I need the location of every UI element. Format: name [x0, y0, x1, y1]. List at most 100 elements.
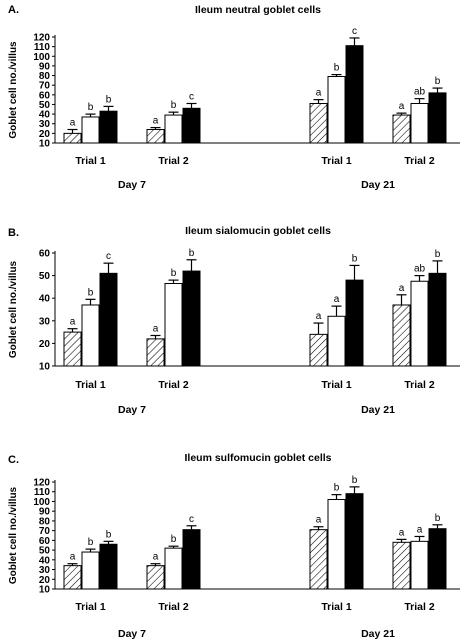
day-label: Day 21 — [361, 628, 395, 640]
significance-letter: a — [70, 317, 76, 328]
significance-letter: a — [399, 283, 405, 294]
significance-letter: c — [189, 514, 194, 525]
bar-treatment-2 — [428, 272, 447, 367]
y-tick-label: 50 — [39, 271, 51, 282]
y-tick-label: 10 — [39, 585, 51, 596]
bar-control — [63, 132, 82, 144]
y-tick-label: 110 — [34, 42, 51, 53]
bar-treatment-1 — [81, 304, 100, 367]
y-tick-label: 10 — [39, 362, 51, 373]
trial-label: Trial 2 — [404, 155, 435, 167]
significance-letter: ab — [414, 87, 426, 98]
significance-letter: b — [171, 268, 177, 279]
bar-treatment-1 — [164, 283, 183, 367]
significance-letter: b — [171, 534, 177, 545]
bar-treatment-2 — [428, 528, 447, 590]
chart-title: Ileum sialomucin goblet cells — [185, 225, 331, 237]
trial-label: Trial 2 — [158, 379, 189, 391]
y-tick-label: 120 — [33, 478, 50, 489]
y-tick-label: 40 — [39, 110, 51, 121]
bar-control — [309, 529, 328, 590]
y-tick-label: 110 — [34, 487, 51, 498]
significance-letter: a — [334, 294, 340, 305]
significance-letter: a — [153, 116, 159, 127]
trial-label: Trial 1 — [321, 379, 352, 391]
bar-treatment-2 — [345, 493, 364, 590]
bar-treatment-1 — [410, 540, 429, 590]
bar-treatment-1 — [410, 102, 429, 144]
significance-letter: b — [171, 100, 177, 111]
trial-label: Trial 1 — [321, 155, 352, 167]
bar-control — [309, 102, 328, 144]
significance-letter: c — [106, 251, 111, 262]
bar-treatment-2 — [99, 272, 118, 367]
y-tick-label: 30 — [39, 565, 51, 576]
panel-letter: A. — [8, 4, 19, 16]
y-tick-label: 90 — [39, 507, 51, 518]
bar-treatment-2 — [99, 110, 118, 144]
trial-label: Trial 1 — [75, 601, 106, 613]
bar-treatment-2 — [428, 92, 447, 144]
panel-letter: B. — [8, 227, 19, 239]
y-tick-label: 30 — [39, 119, 51, 130]
y-tick-label: 20 — [39, 575, 51, 586]
y-tick-label: 40 — [39, 555, 51, 566]
trial-label: Trial 1 — [321, 601, 352, 613]
y-tick-label: 50 — [39, 100, 51, 111]
panel-3: C. Ileum sulfomucin goblet cells Goblet ce… — [8, 452, 460, 640]
significance-letter: b — [352, 475, 358, 486]
bar-treatment-1 — [164, 114, 183, 144]
y-axis-label: Goblet cell no./villus — [8, 260, 19, 358]
bar-treatment-2 — [182, 529, 201, 590]
y-tick-label: 30 — [39, 316, 51, 327]
bar-treatment-2 — [182, 107, 201, 144]
bar-treatment-1 — [410, 280, 429, 367]
y-tick-label: 60 — [39, 536, 51, 547]
day-label: Day 21 — [361, 179, 395, 191]
y-tick-label: 100 — [33, 52, 50, 63]
bar-treatment-2 — [182, 270, 201, 367]
bar-control — [309, 333, 328, 367]
day-label: Day 7 — [118, 404, 146, 416]
significance-letter: a — [70, 552, 76, 563]
trial-label: Trial 2 — [158, 155, 189, 167]
significance-letter: a — [417, 524, 423, 535]
bar-treatment-1 — [81, 116, 100, 144]
bar-treatment-1 — [81, 551, 100, 590]
y-tick-label: 100 — [33, 497, 50, 508]
trial-label: Trial 2 — [158, 601, 189, 613]
bar-control — [63, 331, 82, 367]
bar-treatment-1 — [327, 315, 346, 367]
bar-control — [392, 304, 411, 367]
bar-treatment-2 — [99, 543, 118, 590]
significance-letter: a — [316, 515, 322, 526]
significance-letter: b — [189, 248, 195, 259]
day-label: Day 7 — [118, 628, 146, 640]
bar-treatment-1 — [327, 499, 346, 590]
significance-letter: b — [334, 63, 340, 74]
y-tick-label: 70 — [39, 81, 51, 92]
panel-2: B. Ileum sialomucin goblet cells Goblet ce… — [8, 225, 460, 416]
panel-1: A. Ileum neutral goblet cells Goblet cell … — [8, 4, 460, 191]
significance-letter: c — [189, 91, 194, 102]
significance-letter: b — [88, 102, 94, 113]
y-tick-label: 60 — [39, 249, 51, 260]
significance-letter: a — [399, 101, 405, 112]
panel-letter: C. — [8, 454, 19, 466]
bar-control — [146, 565, 165, 590]
bar-treatment-2 — [345, 279, 364, 367]
y-tick-label: 70 — [39, 526, 51, 537]
y-tick-label: 60 — [39, 90, 51, 101]
significance-letter: b — [435, 76, 441, 87]
y-tick-label: 120 — [33, 33, 50, 44]
significance-letter: b — [435, 513, 441, 524]
bar-control — [146, 338, 165, 367]
y-tick-label: 80 — [39, 71, 51, 82]
bar-treatment-1 — [327, 76, 346, 144]
bar-control — [146, 129, 165, 144]
significance-letter: c — [352, 26, 357, 37]
significance-letter: b — [334, 483, 340, 494]
significance-letter: b — [106, 529, 112, 540]
significance-letter: a — [316, 88, 322, 99]
